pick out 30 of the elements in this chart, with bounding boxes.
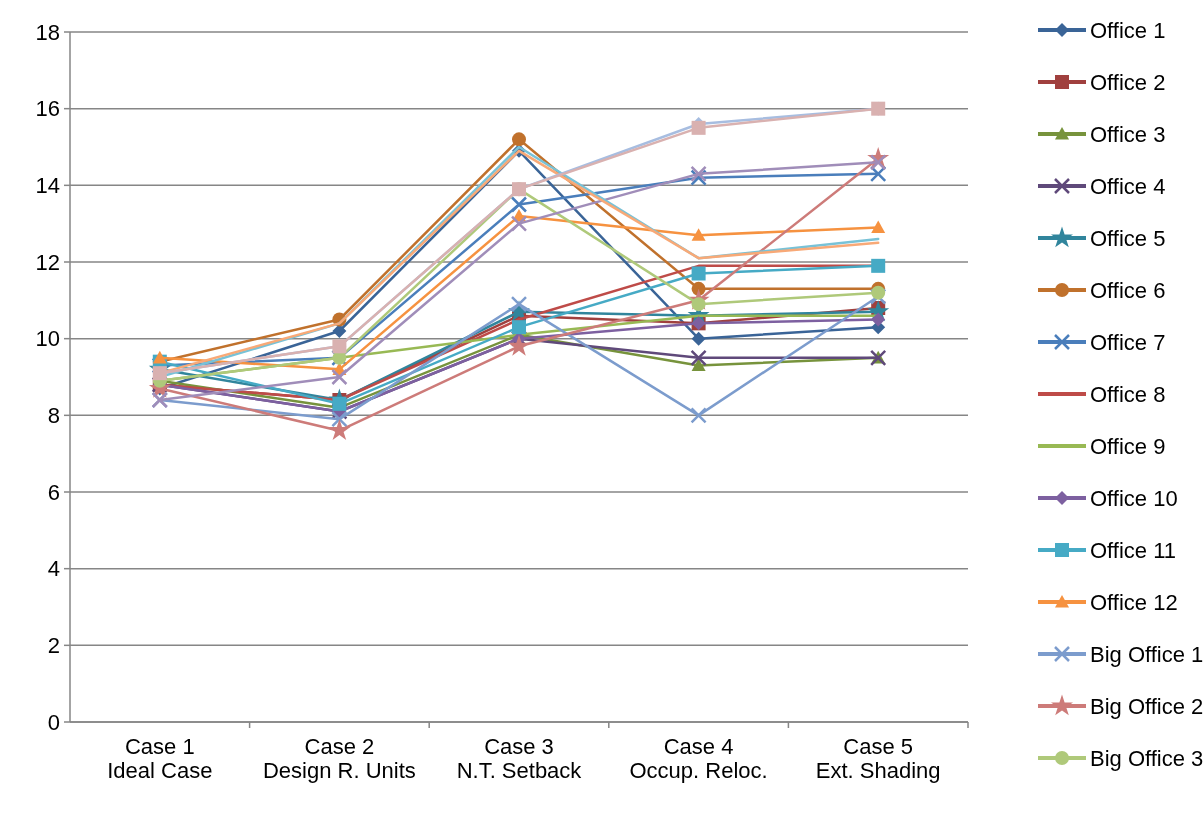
y-tick-label: 18 (35, 19, 60, 45)
legend-label: Office 2 (1090, 69, 1166, 95)
legend-label: Big Office 2 (1090, 693, 1204, 719)
legend-label: Office 8 (1090, 381, 1166, 407)
x-tick-label: Case 4 Occup. Reloc. (629, 734, 768, 783)
legend-label: Big Office 1 (1090, 641, 1204, 667)
y-tick-label: 10 (35, 326, 60, 352)
x-tick-label: Case 1 Ideal Case (107, 734, 213, 783)
legend-label: Office 5 (1090, 225, 1166, 251)
legend-label: Office 11 (1090, 537, 1177, 563)
y-tick-label: 8 (47, 403, 60, 429)
x-tick-label: Case 5 Ext. Shading (815, 734, 941, 783)
legend-label: Office 7 (1090, 329, 1166, 355)
x-tick-label: Case 3 N.T. Setback (456, 734, 583, 783)
legend-label: Office 10 (1090, 485, 1178, 511)
legend-label: Office 12 (1090, 589, 1178, 615)
legend-label: Office 9 (1090, 433, 1166, 459)
y-tick-label: 0 (47, 709, 60, 735)
y-tick-label: 16 (35, 96, 60, 122)
y-tick-label: 2 (47, 633, 60, 659)
legend-label: Office 6 (1090, 277, 1166, 303)
y-tick-label: 4 (47, 556, 60, 582)
x-tick-label: Case 2 Design R. Units (262, 734, 416, 783)
legend-label: Office 3 (1090, 121, 1166, 147)
y-tick-label: 14 (35, 173, 60, 199)
legend-label: Office 1 (1090, 17, 1166, 43)
y-tick-label: 6 (47, 479, 60, 505)
legend-label: Big Office 3 (1090, 745, 1204, 771)
legend-label: Office 4 (1090, 173, 1166, 199)
y-tick-label: 12 (35, 249, 60, 275)
